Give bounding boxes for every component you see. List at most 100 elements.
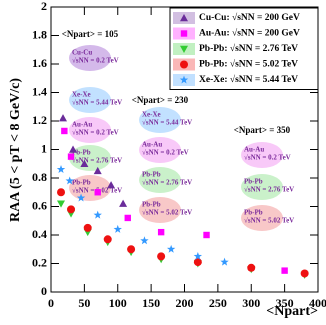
annotation-name: Pb-Pb (142, 201, 161, 209)
legend-marker (180, 14, 188, 22)
data-point (59, 114, 68, 122)
data-point (124, 214, 131, 222)
annotation-name: Pb-Pb (244, 178, 263, 186)
data-point (67, 205, 76, 214)
annotation-energy: √sNN = 5.44 TeV (72, 99, 122, 107)
annotation-title: <Npart> = 350 (234, 125, 291, 135)
annotation-title: <Npart> = 230 (132, 95, 189, 105)
y-tick-label: 1.8 (32, 27, 47, 41)
legend-label: Cu-Cu: √sNN = 200 GeV (199, 12, 300, 23)
data-point (157, 228, 165, 236)
annotation-name: Pb-Pb (244, 209, 263, 217)
annotation-name: Xe-Xe (142, 111, 161, 119)
annotation-energy: √sNN = 0.2 TeV (72, 57, 119, 65)
data-point (166, 244, 176, 253)
y-tick-label: 1.2 (32, 113, 47, 127)
nucleus (139, 107, 181, 133)
data-point (80, 159, 89, 167)
annotation-name: Au-Au (72, 121, 92, 129)
data-point (56, 165, 66, 174)
annotation-energy: √sNN = 5.02 TeV (244, 217, 294, 225)
nucleus (69, 145, 111, 171)
annotation-energy: √sNN = 0.2 TeV (142, 149, 189, 157)
x-tick-label: 100 (109, 296, 127, 310)
y-tick-label: 2 (41, 0, 47, 13)
x-tick-label: 250 (209, 296, 227, 310)
annotation-energy: √sNN = 2.76 TeV (72, 157, 122, 165)
data-point (193, 251, 203, 260)
annotation-energy: √sNN = 0.2 TeV (72, 129, 119, 137)
data-point (127, 245, 136, 254)
data-point (61, 127, 68, 135)
annotation-name: Pb-Pb (72, 149, 91, 157)
data-point (83, 223, 92, 232)
y-tick-label: 0.6 (32, 198, 47, 212)
nucleus (139, 197, 181, 223)
legend-label: Pb-Pb: √sNN = 2.76 TeV (199, 43, 298, 54)
nucleus (241, 205, 283, 231)
nucleus (139, 167, 181, 193)
data-point (94, 189, 101, 196)
annotation-name: Pb-Pb (72, 179, 91, 187)
data-point (65, 176, 74, 185)
nucleus (139, 137, 181, 163)
legend-marker (180, 60, 188, 69)
nucleus (69, 117, 111, 143)
data-point (119, 199, 128, 207)
y-tick-label: 0.2 (32, 255, 47, 269)
annotation-energy: √sNN = 0.2 TeV (244, 154, 291, 162)
y-axis-title: RAA (5 < pT < 8 GeV/c) (8, 78, 23, 222)
annotation-name: Pb-Pb (142, 171, 161, 179)
y-tick-label: 1.4 (32, 84, 47, 98)
legend-marker (180, 30, 188, 37)
data-point (157, 252, 166, 261)
annotation-name: Au-Au (244, 146, 264, 154)
legend-label: Xe-Xe: √sNN = 5.44 TeV (199, 74, 298, 85)
data-point (57, 200, 66, 208)
y-tick-label: 1.6 (32, 56, 47, 70)
annotation-energy: √sNN = 5.44 TeV (142, 119, 192, 127)
x-tick-label: 400 (309, 296, 326, 310)
legend-label: Au-Au: √sNN = 200 GeV (199, 28, 300, 39)
nucleus (69, 45, 111, 71)
annotation-name: Au-Au (142, 141, 162, 149)
data-point (220, 257, 229, 266)
legend-label: Pb-Pb: √sNN = 5.02 TeV (199, 59, 298, 70)
x-tick-label: 200 (176, 296, 194, 310)
nucleus (241, 142, 283, 168)
x-tick-label: 300 (242, 296, 260, 310)
data-point (69, 145, 78, 153)
data-point (113, 224, 122, 233)
nucleus (241, 174, 283, 200)
annotation-name: Xe-Xe (72, 91, 91, 99)
nucleus (69, 87, 111, 113)
data-point (140, 236, 149, 245)
data-point (281, 267, 288, 274)
data-point (57, 188, 66, 197)
y-tick-label: 0 (41, 284, 47, 298)
x-tick-label: 150 (142, 296, 160, 310)
data-point (193, 258, 202, 267)
y-tick-label: 0.8 (32, 170, 47, 184)
data-point (247, 263, 256, 272)
data-point (300, 269, 309, 278)
annotation-energy: √sNN = 2.76 TeV (244, 186, 294, 194)
y-tick-label: 1 (41, 141, 47, 155)
data-point (203, 231, 210, 239)
annotation-name: Cu-Cu (72, 49, 92, 57)
data-point (67, 153, 75, 160)
legend-box (169, 7, 319, 90)
data-point (93, 210, 102, 219)
annotation-energy: √sNN = 2.76 TeV (142, 179, 192, 187)
legend-marker (180, 45, 188, 53)
data-point (76, 193, 86, 202)
annotation-title: <Npart> = 105 (62, 29, 119, 39)
annotation-energy: √sNN = 5.02 TeV (142, 209, 192, 217)
legend-marker (179, 75, 189, 84)
data-point (103, 235, 112, 244)
x-axis-title: <Npart> (266, 304, 318, 319)
x-tick-label: 0 (48, 296, 54, 310)
data-point (93, 166, 102, 175)
x-tick-label: 350 (276, 296, 294, 310)
